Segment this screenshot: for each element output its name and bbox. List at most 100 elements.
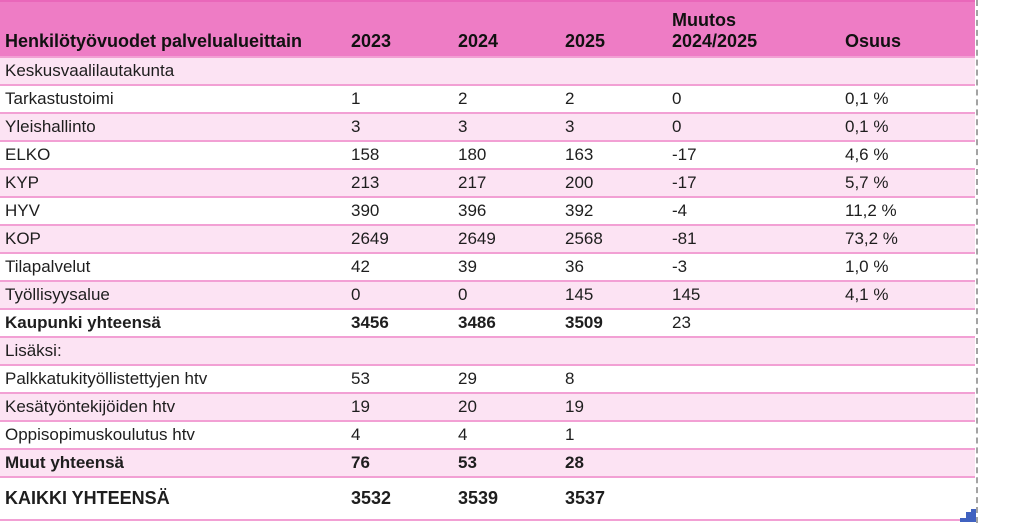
cell-year-2024[interactable]: 2649: [458, 229, 496, 248]
cell-year-2025[interactable]: 36: [565, 257, 584, 276]
cell-year-2023[interactable]: 53: [351, 369, 370, 388]
header-cell-label[interactable]: Henkilötyövuodet palvelualueittain: [5, 31, 303, 51]
cell-year-2024[interactable]: 3539: [458, 488, 499, 508]
cell-year-2023[interactable]: 213: [351, 173, 380, 192]
cell-share[interactable]: [845, 450, 975, 476]
cell-change[interactable]: [672, 58, 845, 84]
cell-label[interactable]: KYP: [5, 173, 40, 192]
cell-change[interactable]: -17: [672, 173, 697, 192]
cell-label[interactable]: Kesätyöntekijöiden htv: [5, 397, 176, 416]
cell-year-2024[interactable]: 3: [458, 117, 468, 136]
cell-year-2025[interactable]: [565, 338, 672, 364]
cell-year-2023[interactable]: 3: [351, 117, 361, 136]
cell-change[interactable]: [672, 338, 845, 364]
cell-year-2024[interactable]: 53: [458, 453, 477, 472]
cell-label[interactable]: Oppisopimuskoulutus htv: [5, 425, 195, 444]
header-cell-osuus[interactable]: Osuus: [845, 31, 902, 51]
cell-year-2023[interactable]: 390: [351, 201, 380, 220]
cell-share[interactable]: 4,1 %: [845, 285, 889, 304]
cell-year-2023[interactable]: [351, 338, 458, 364]
cell-label[interactable]: Keskusvaalilautakunta: [5, 61, 175, 80]
cell-year-2025[interactable]: 1: [565, 425, 575, 444]
cell-change[interactable]: [672, 422, 845, 448]
cell-year-2024[interactable]: 180: [458, 145, 487, 164]
cell-year-2025[interactable]: 2568: [565, 229, 603, 248]
cell-year-2024[interactable]: 29: [458, 369, 477, 388]
cell-change[interactable]: [672, 478, 845, 519]
cell-change[interactable]: -81: [672, 229, 697, 248]
cell-year-2024[interactable]: 3486: [458, 313, 496, 332]
cell-change[interactable]: 0: [672, 117, 682, 136]
header-cell-2024[interactable]: 2024: [458, 31, 499, 51]
cell-year-2023[interactable]: 3456: [351, 313, 389, 332]
cell-year-2023[interactable]: 42: [351, 257, 370, 276]
cell-year-2024[interactable]: 217: [458, 173, 487, 192]
cell-change[interactable]: -17: [672, 145, 697, 164]
cell-year-2025[interactable]: 200: [565, 173, 594, 192]
cell-share[interactable]: [845, 394, 975, 420]
cell-year-2024[interactable]: [458, 58, 565, 84]
cell-year-2023[interactable]: 3532: [351, 488, 392, 508]
cell-label[interactable]: Muut yhteensä: [5, 453, 125, 472]
cell-change[interactable]: 145: [672, 285, 701, 304]
cell-year-2023[interactable]: 4: [351, 425, 361, 444]
cell-share[interactable]: 11,2 %: [845, 201, 897, 220]
cell-year-2024[interactable]: 20: [458, 397, 477, 416]
cell-year-2023[interactable]: 1: [351, 89, 361, 108]
cell-year-2023[interactable]: 76: [351, 453, 370, 472]
cell-label[interactable]: Tarkastustoimi: [5, 89, 114, 108]
cell-year-2024[interactable]: 39: [458, 257, 477, 276]
cell-share[interactable]: [845, 478, 975, 519]
cell-label[interactable]: Palkkatukityöllistettyjen htv: [5, 369, 208, 388]
cell-share[interactable]: 5,7 %: [845, 173, 889, 192]
cell-year-2025[interactable]: [565, 58, 672, 84]
cell-year-2024[interactable]: 396: [458, 201, 487, 220]
cell-year-2025[interactable]: 28: [565, 453, 584, 472]
cell-year-2023[interactable]: [351, 58, 458, 84]
cell-share[interactable]: [845, 310, 975, 336]
cell-change[interactable]: [672, 366, 845, 392]
cell-year-2025[interactable]: 163: [565, 145, 594, 164]
cell-year-2023[interactable]: 19: [351, 397, 370, 416]
fill-handle-icon[interactable]: [960, 509, 976, 522]
cell-label[interactable]: HYV: [5, 201, 40, 220]
cell-share[interactable]: [845, 422, 975, 448]
cell-year-2024[interactable]: [458, 338, 565, 364]
cell-year-2025[interactable]: 19: [565, 397, 584, 416]
cell-share[interactable]: [845, 338, 975, 364]
cell-year-2024[interactable]: 0: [458, 285, 468, 304]
cell-year-2025[interactable]: 392: [565, 201, 594, 220]
cell-year-2024[interactable]: 4: [458, 425, 468, 444]
header-cell-2023[interactable]: 2023: [351, 31, 392, 51]
cell-share[interactable]: [845, 366, 975, 392]
cell-share[interactable]: 1,0 %: [845, 257, 889, 276]
cell-year-2025[interactable]: 3537: [565, 488, 606, 508]
cell-change[interactable]: [672, 450, 845, 476]
header-cell-2025[interactable]: 2025: [565, 31, 606, 51]
cell-year-2025[interactable]: 8: [565, 369, 575, 388]
cell-year-2025[interactable]: 3509: [565, 313, 603, 332]
cell-change[interactable]: 23: [672, 313, 691, 332]
cell-label[interactable]: Tilapalvelut: [5, 257, 91, 276]
cell-label[interactable]: Lisäksi:: [5, 341, 62, 360]
cell-year-2025[interactable]: 3: [565, 117, 575, 136]
cell-year-2025[interactable]: 2: [565, 89, 575, 108]
cell-share[interactable]: 0,1 %: [845, 89, 889, 108]
cell-label[interactable]: Kaupunki yhteensä: [5, 313, 161, 332]
cell-label[interactable]: ELKO: [5, 145, 51, 164]
cell-year-2024[interactable]: 2: [458, 89, 468, 108]
header-cell-muutos[interactable]: Muutos 2024/2025: [672, 2, 845, 56]
cell-change[interactable]: -3: [672, 257, 688, 276]
cell-year-2023[interactable]: 0: [351, 285, 361, 304]
cell-share[interactable]: [845, 58, 975, 84]
cell-change[interactable]: -4: [672, 201, 688, 220]
cell-label[interactable]: Yleishallinto: [5, 117, 96, 136]
cell-share[interactable]: 4,6 %: [845, 145, 889, 164]
cell-share[interactable]: 0,1 %: [845, 117, 889, 136]
cell-year-2023[interactable]: 158: [351, 145, 380, 164]
cell-change[interactable]: [672, 394, 845, 420]
cell-year-2023[interactable]: 2649: [351, 229, 389, 248]
cell-label[interactable]: Työllisyysalue: [5, 285, 110, 304]
cell-change[interactable]: 0: [672, 89, 682, 108]
cell-label[interactable]: KAIKKI YHTEENSÄ: [5, 488, 170, 508]
